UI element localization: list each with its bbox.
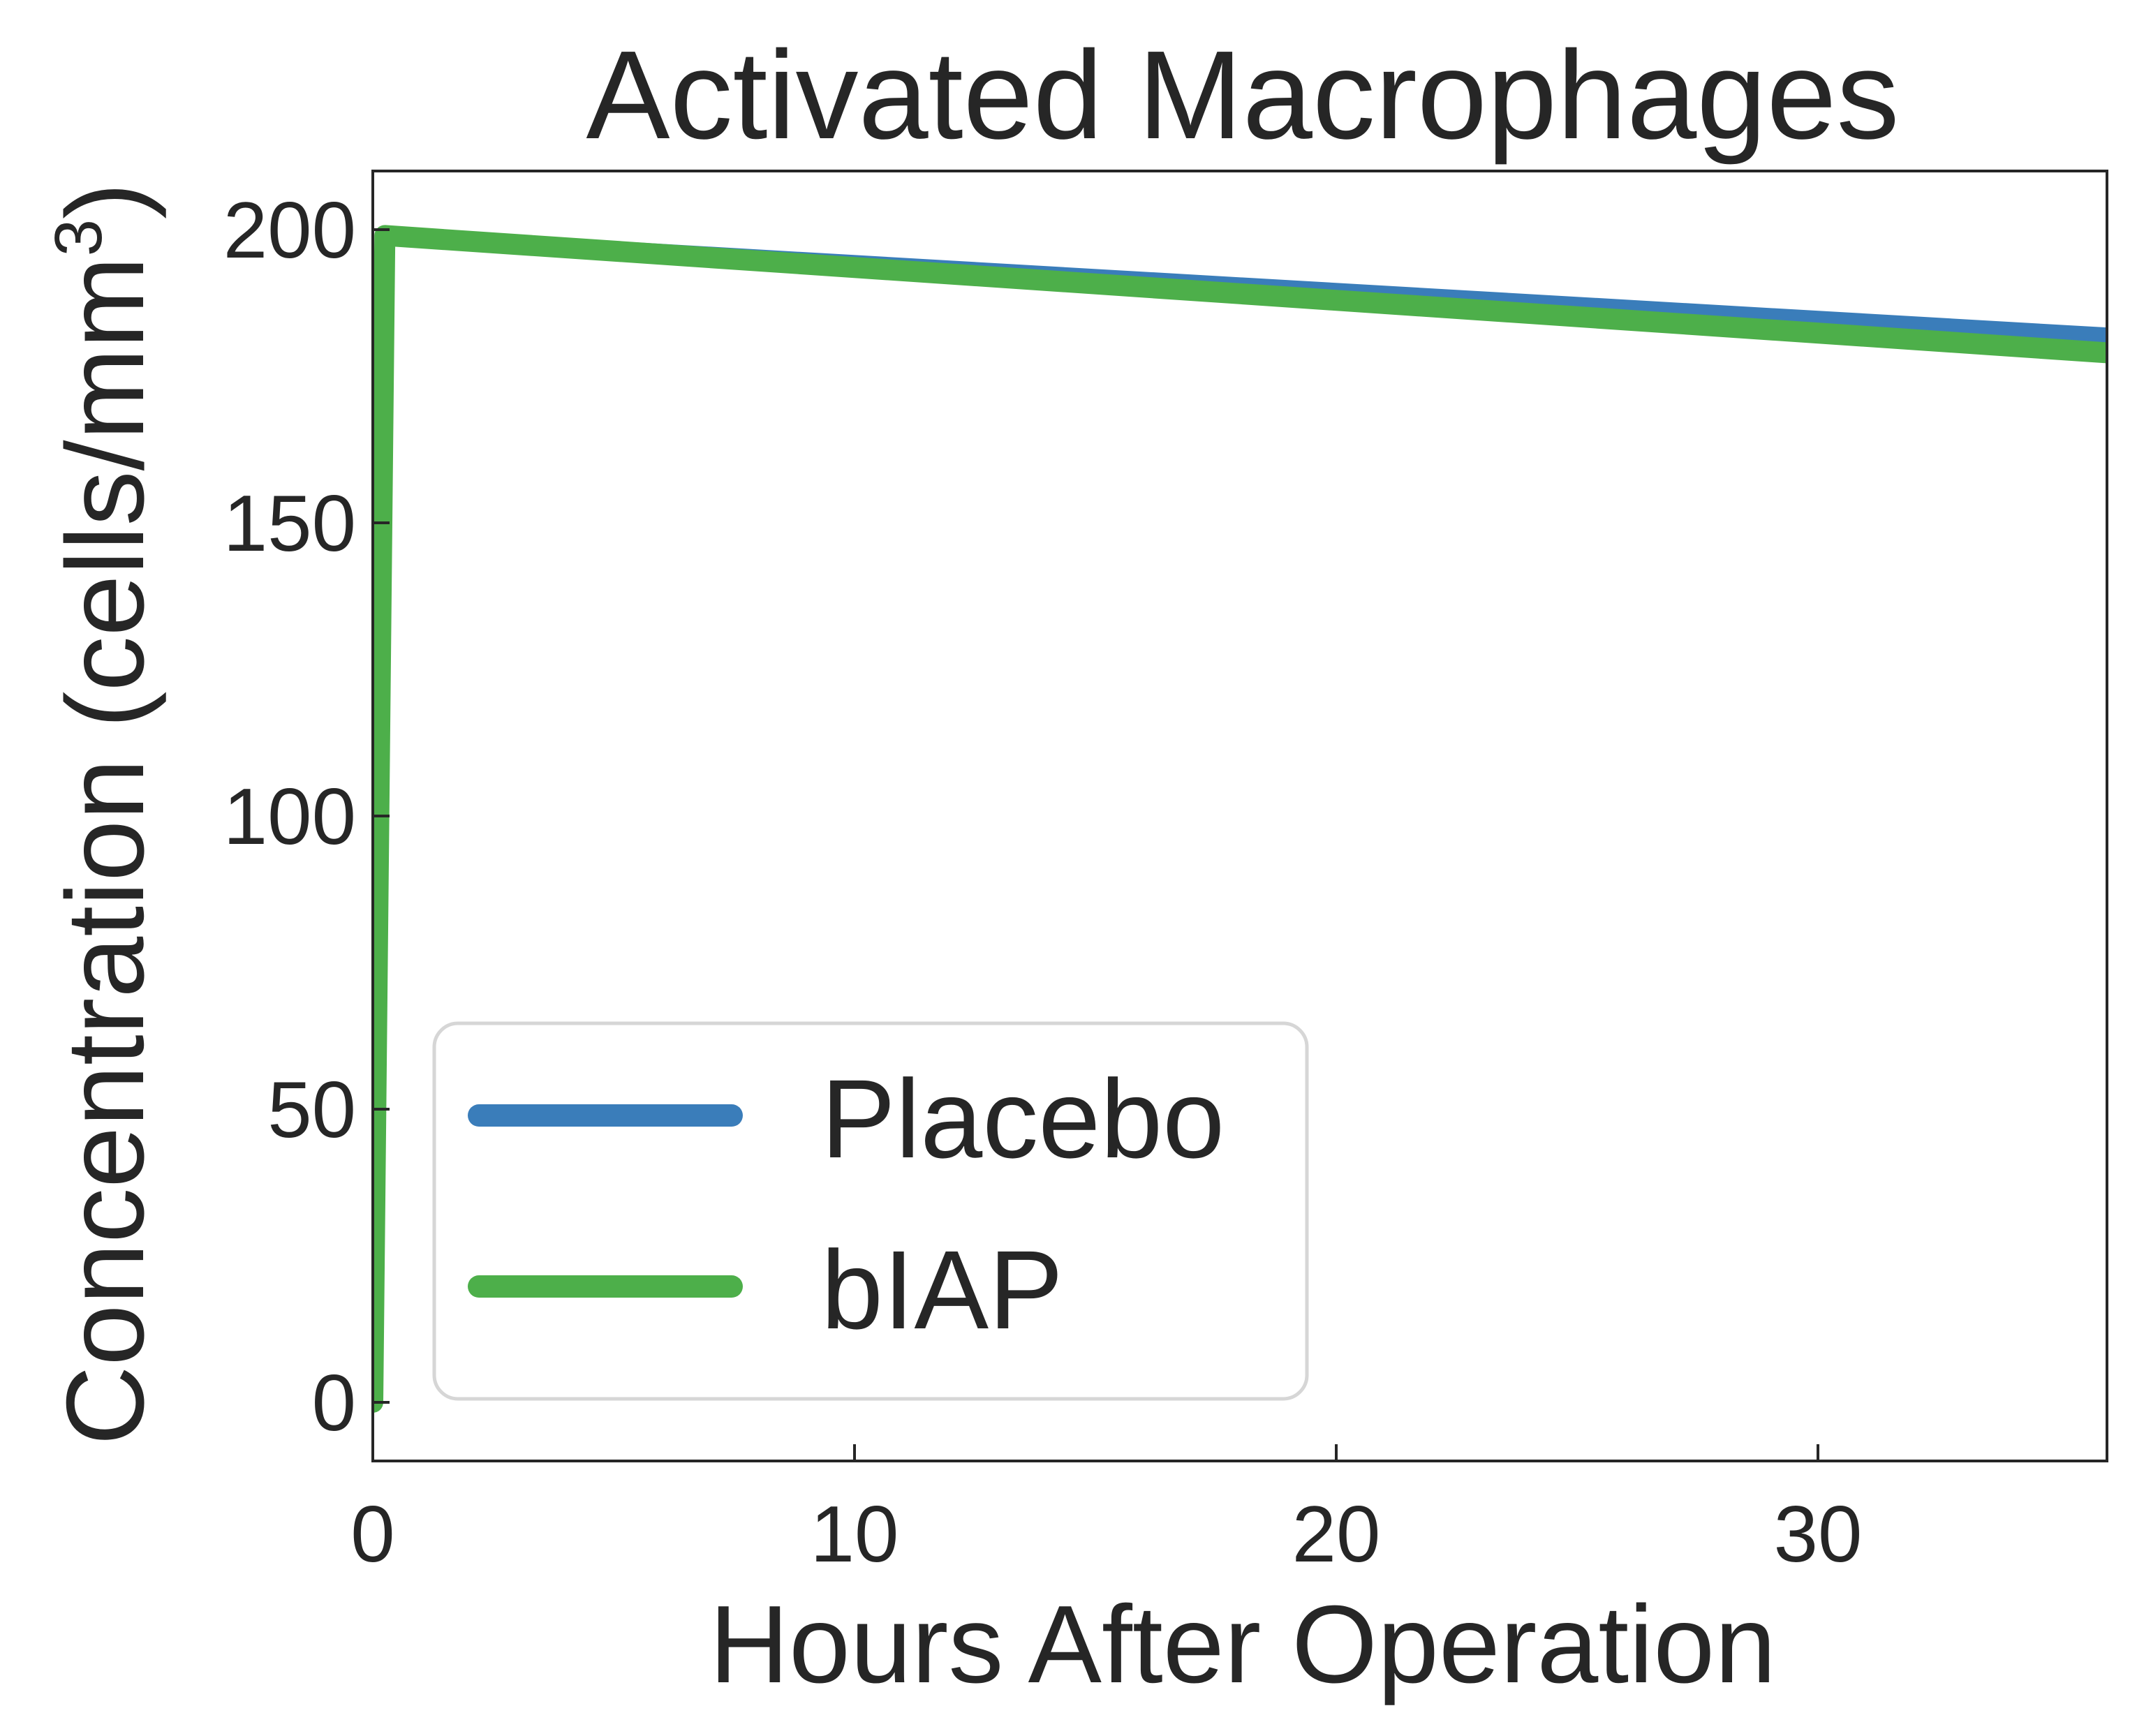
x-tick-label: 20 (1292, 1490, 1381, 1579)
plot-area (373, 225, 2107, 1413)
series-line-biap (373, 225, 2107, 1413)
y-axis-label: Concentration (cells/mm3) (41, 182, 167, 1445)
y-tick-label: 50 (267, 1066, 356, 1155)
y-axis-label-superscript: 3 (41, 219, 116, 256)
x-axis-label: Hours After Operation (709, 1583, 1776, 1706)
x-tick-label: 30 (1774, 1490, 1863, 1579)
y-tick-label: 200 (223, 186, 356, 275)
axis-ticks: 0 10 20 30 0 50 100 150 200 (223, 186, 1863, 1579)
x-tick-label: 10 (811, 1490, 899, 1579)
y-axis-label-text: Concentration (cells/mm (44, 256, 167, 1445)
legend-label-biap: bIAP (821, 1227, 1063, 1352)
y-tick-label: 100 (223, 773, 356, 861)
legend-label-placebo: Placebo (821, 1056, 1225, 1181)
y-axis-label-close: ) (44, 182, 167, 219)
chart-title: Activated Macrophages (586, 25, 1899, 165)
x-tick-label: 0 (350, 1490, 394, 1579)
legend: Placebo bIAP (432, 1021, 1309, 1401)
y-tick-label: 0 (312, 1359, 356, 1448)
y-tick-label: 150 (223, 480, 356, 568)
